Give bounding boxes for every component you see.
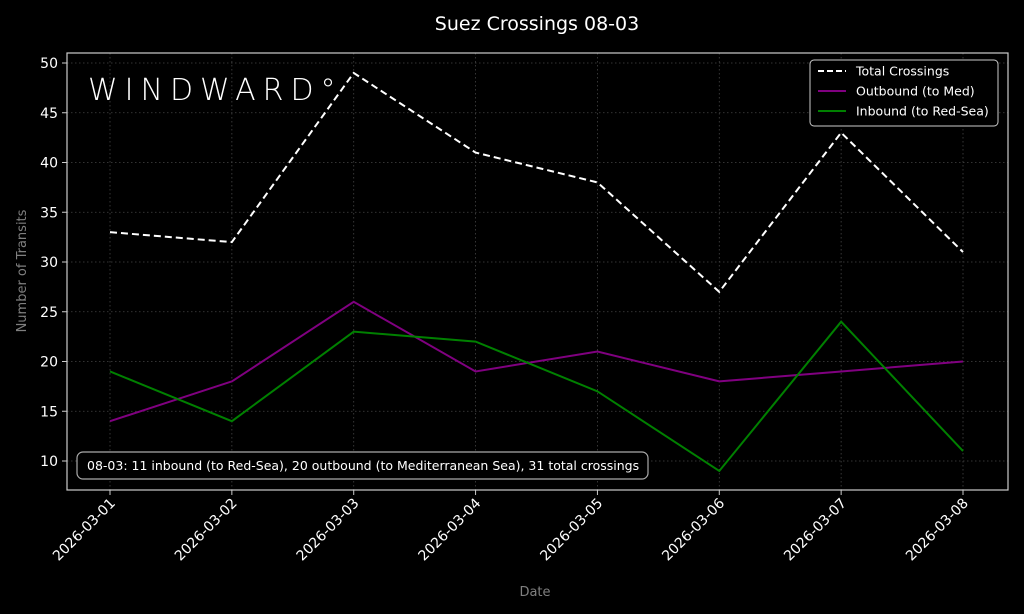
- y-tick-label: 40: [40, 156, 58, 172]
- legend: Total Crossings Outbound (to Med) Inbound …: [809, 59, 999, 127]
- y-tick-label: 10: [40, 454, 58, 470]
- x-tick-label: 2026-03-06: [659, 495, 728, 564]
- y-tick-label: 15: [40, 404, 58, 420]
- x-tick-label: 2026-03-04: [416, 495, 485, 564]
- legend-label: Inbound (to Red-Sea): [856, 104, 989, 119]
- annotation-text: 08-03: 11 inbound (to Red-Sea), 20 outbo…: [87, 458, 639, 473]
- annotation-box: [76, 451, 649, 480]
- y-tick-label: 25: [40, 305, 58, 321]
- x-tick-label: 2026-03-05: [537, 496, 606, 565]
- x-tick-label: 2026-03-07: [781, 496, 850, 565]
- x-tick-label: 2026-03-03: [294, 496, 363, 565]
- x-axis-ticks: 2026-03-01 2026-03-02 2026-03-03 2026-03-04…: [50, 490, 972, 564]
- y-axis-label: Number of Transits: [15, 209, 30, 332]
- x-tick-label: 2026-03-01: [50, 496, 119, 565]
- x-tick-label: 2026-03-08: [903, 496, 972, 565]
- windward-logo: WINDWARD°: [88, 73, 343, 108]
- series-line-total-crossings: [109, 71, 964, 294]
- y-tick-label: 45: [40, 106, 58, 122]
- plot-frame: [66, 52, 1009, 491]
- legend-box: [809, 59, 999, 127]
- summary-annotation: 08-03: 11 inbound (to Red-Sea), 20 outbo…: [76, 451, 649, 480]
- chart-title: Suez Crossings 08-03: [435, 13, 639, 35]
- series-line-inbound-to-red-sea: [109, 320, 964, 473]
- series-line-outbound-to-med: [109, 300, 964, 423]
- legend-label: Total Crossings: [855, 64, 949, 79]
- y-axis-ticks: 10 15 20 25 30 35 40 45 50: [40, 56, 67, 470]
- y-tick-label: 20: [40, 355, 58, 371]
- legend-label: Outbound (to Med): [856, 84, 975, 99]
- series-lines: [109, 71, 964, 473]
- y-tick-label: 35: [40, 205, 58, 221]
- y-tick-label: 30: [40, 255, 58, 271]
- x-axis-label: Date: [519, 585, 550, 600]
- x-tick-label: 2026-03-02: [172, 496, 241, 565]
- y-tick-label: 50: [40, 56, 58, 72]
